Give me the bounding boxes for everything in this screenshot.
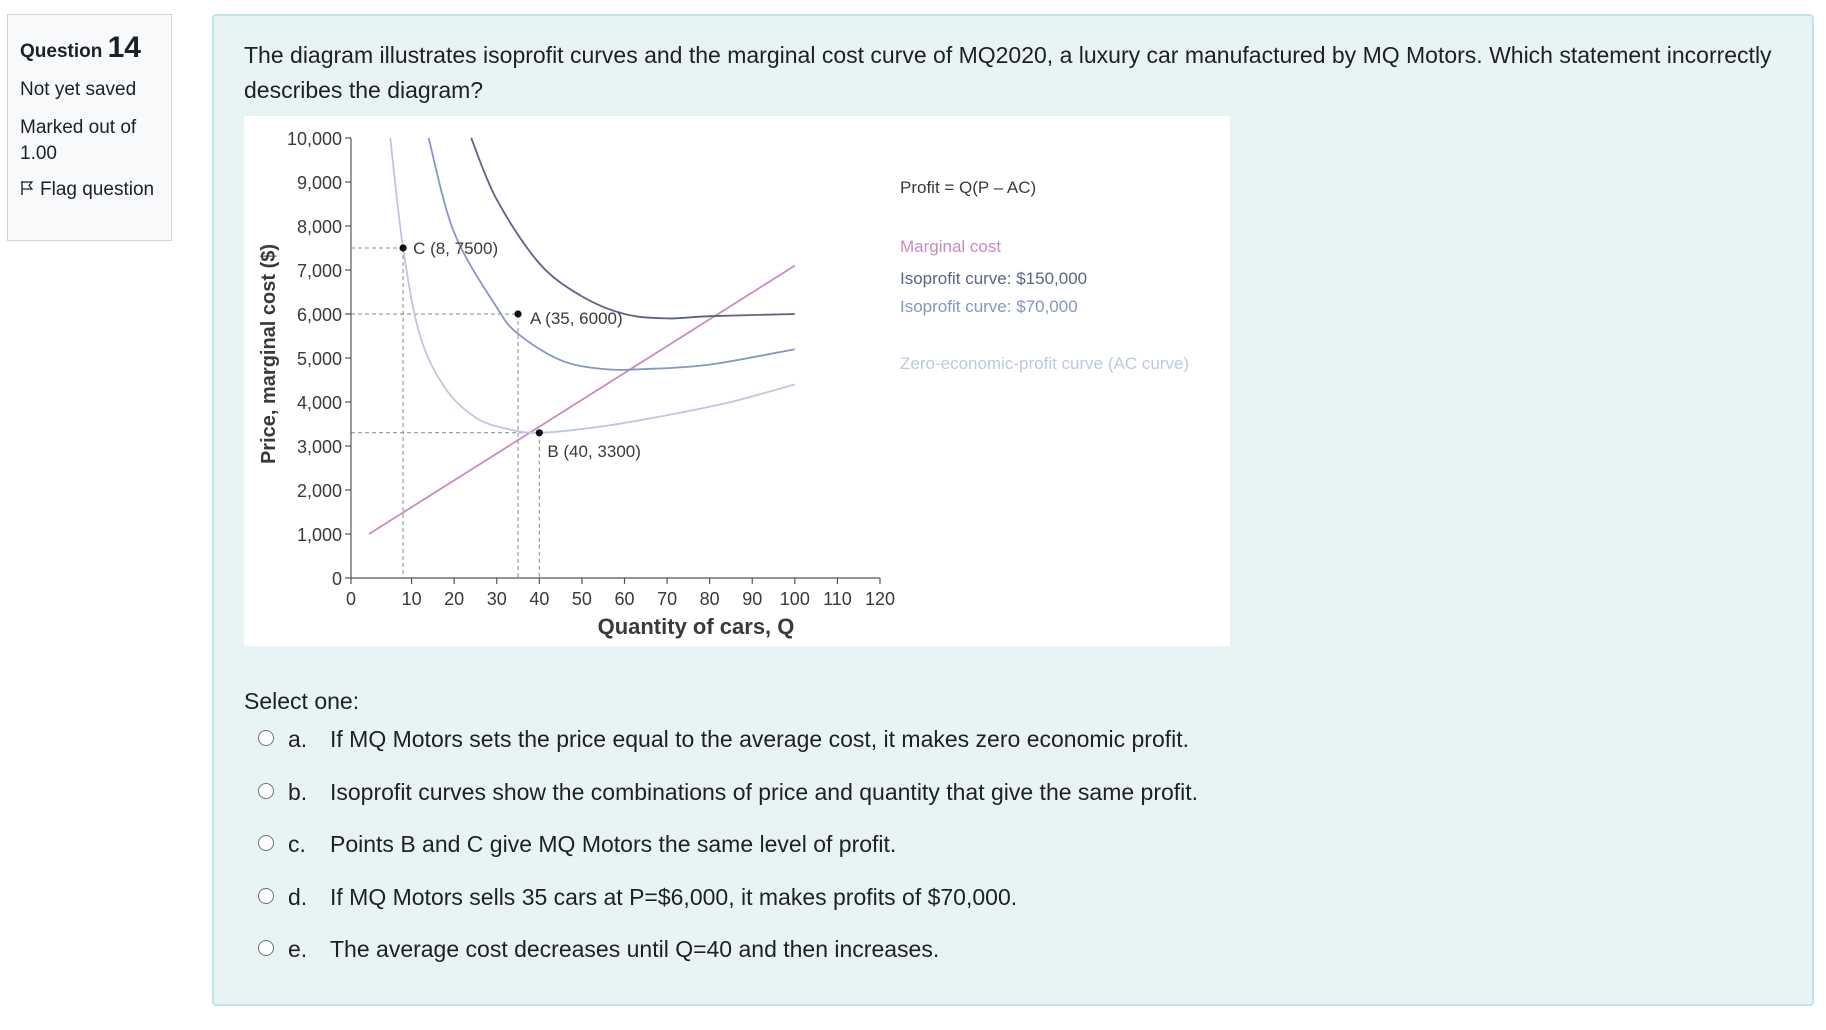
answer-letter: c. [288,831,306,857]
answer-option-a[interactable]: a. If MQ Motors sets the price equal to … [258,726,1198,779]
point-label: C (8, 7500) [413,239,498,258]
answer-option-d[interactable]: d. If MQ Motors sells 35 cars at P=$6,00… [258,884,1198,937]
radio-b[interactable] [258,782,274,799]
y-tick-label: 6,000 [297,305,342,325]
answer-option-e[interactable]: e. The average cost decreases until Q=40… [258,936,1198,989]
x-tick-label: 40 [529,589,549,609]
y-tick-label: 9,000 [297,173,342,193]
answer-letter: d. [288,883,308,910]
x-tick-label: 120 [865,589,895,609]
data-point [399,244,407,252]
series-line [389,137,796,434]
y-tick-label: 5,000 [297,349,342,369]
answer-letter: b. [288,778,308,805]
radio-d[interactable] [258,887,274,904]
answer-text: If MQ Motors sets the price equal to the… [330,726,1190,752]
answer-options: a. If MQ Motors sets the price equal to … [258,726,1198,989]
y-tick-label: 0 [332,569,342,589]
answer-letter: e. [288,936,308,962]
data-point [535,429,543,437]
profit-formula: Profit = Q(P – AC) [900,178,1036,197]
y-tick-label: 4,000 [297,393,342,413]
radio-e[interactable] [258,940,274,956]
answer-option-b[interactable]: b. Isoprofit curves show the combination… [258,779,1198,832]
series-line [368,264,796,535]
x-tick-label: 80 [700,589,720,609]
question-state: Not yet saved [20,79,137,100]
series-line [470,137,795,320]
answer-letter: a. [288,726,308,752]
series-label: Marginal cost [900,237,1001,256]
answer-text: The average cost decreases until Q=40 an… [330,936,940,962]
answer-text: If MQ Motors sells 35 cars at P=$6,000, … [330,883,1018,910]
radio-c[interactable] [258,835,274,851]
x-tick-label: 60 [614,589,634,609]
y-tick-label: 7,000 [297,261,342,281]
x-tick-label: 10 [402,589,422,609]
flag-label: Flag question [40,179,155,200]
x-tick-label: 110 [823,589,852,609]
x-tick-label: 30 [487,589,507,609]
point-label: A (35, 6000) [530,309,623,328]
select-prompt: Select one: [244,688,360,714]
series-label: Zero-economic-profit curve (AC curve) [900,354,1189,373]
y-tick-label: 10,000 [287,129,342,149]
chart: 0 1,000 2,000 3,000 4,000 5,000 6,000 7,000 8,00… [258,129,1189,639]
x-tick-label: 100 [780,589,810,609]
question-info-panel: Question 14 Not yet saved Marked out of … [7,14,172,241]
x-tick-label: 70 [657,589,677,609]
question-content: The diagram illustrates isoprofit curves… [212,14,1814,1006]
diagram: 0 1,000 2,000 3,000 4,000 5,000 6,000 7,000 8,00… [244,116,1230,646]
x-tick-label: 0 [346,589,356,609]
question-number: Question 14 [20,31,141,64]
x-tick-label: 50 [572,589,592,609]
data-point [514,310,522,318]
y-tick-label: 2,000 [297,481,342,501]
y-axis-label: Price, marginal cost ($) [258,244,280,464]
answer-option-c[interactable]: c. Points B and C give MQ Motors the sam… [258,831,1198,884]
flag-icon [20,178,34,195]
answer-text: Points B and C give MQ Motors the same l… [330,831,897,857]
series-line [427,137,795,371]
series-label: Isoprofit curve: $150,000 [900,269,1087,288]
x-tick-label: 20 [444,589,464,609]
question-grade: Marked out of 1.00 [20,117,137,164]
x-tick-label: 90 [742,589,762,609]
y-tick-label: 1,000 [297,525,342,545]
question-text: The diagram illustrates isoprofit curves… [244,42,1772,103]
x-axis-label: Quantity of cars, Q [598,614,795,639]
series-label: Isoprofit curve: $70,000 [900,297,1078,316]
point-label: B (40, 3300) [547,442,641,461]
answer-text: Isoprofit curves show the combinations o… [330,778,1199,805]
radio-a[interactable] [258,730,274,746]
y-tick-label: 8,000 [297,217,342,237]
y-tick-label: 3,000 [297,437,342,457]
flag-question-link[interactable]: Flag question [20,177,159,203]
